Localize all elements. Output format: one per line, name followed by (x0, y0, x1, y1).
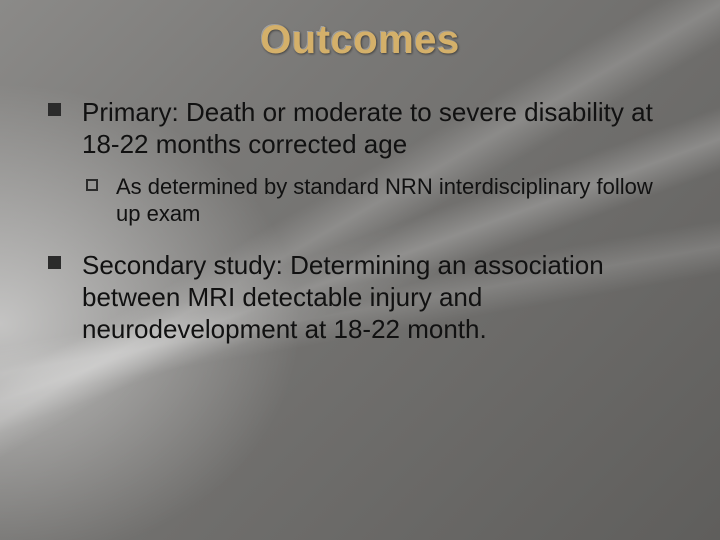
bullet-list-level2: As determined by standard NRN interdisci… (82, 174, 680, 228)
slide-title: Outcomes (40, 18, 680, 63)
list-item-text: Secondary study: Determining an associat… (82, 250, 604, 343)
list-item: Primary: Death or moderate to severe dis… (48, 97, 680, 228)
square-bullet-icon (48, 256, 61, 269)
square-bullet-icon (48, 103, 61, 116)
slide: Outcomes Primary: Death or moderate to s… (0, 0, 720, 540)
list-item-text: Primary: Death or moderate to severe dis… (82, 97, 653, 159)
list-item-text: As determined by standard NRN interdisci… (116, 174, 653, 226)
list-item: As determined by standard NRN interdisci… (86, 174, 680, 228)
list-item: Secondary study: Determining an associat… (48, 250, 680, 345)
bullet-list-level1: Primary: Death or moderate to severe dis… (40, 97, 680, 345)
hollow-square-bullet-icon (86, 179, 98, 191)
